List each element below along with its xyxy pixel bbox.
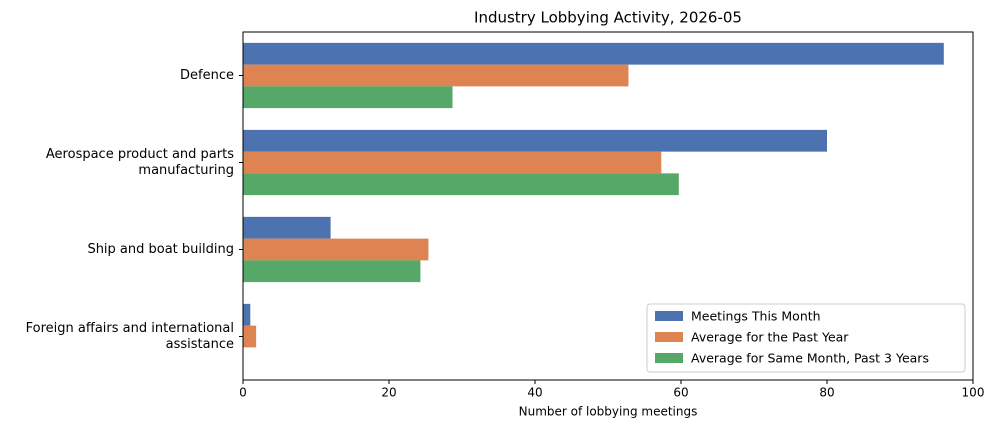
legend-label: Average for Same Month, Past 3 Years [691, 351, 929, 366]
legend-label: Average for the Past Year [691, 330, 849, 345]
legend-label: Meetings This Month [691, 309, 821, 324]
x-tick-label: 0 [239, 386, 247, 400]
x-tick-label: 60 [673, 386, 688, 400]
bar [243, 325, 257, 348]
bar [243, 86, 453, 109]
bar [243, 216, 331, 239]
plot-frame [242, 31, 974, 381]
bar [243, 173, 679, 196]
legend-swatch [655, 311, 683, 321]
x-axis-label: Number of lobbying meetings [519, 405, 698, 419]
x-tick-label: 80 [819, 386, 834, 400]
bar [243, 260, 421, 283]
x-tick-label: 20 [381, 386, 396, 400]
x-tick-label: 40 [527, 386, 542, 400]
bar [243, 64, 629, 87]
legend-box [646, 303, 966, 373]
legend-swatch [655, 332, 683, 342]
y-tick-label: Foreign affairs and international assist… [25, 320, 234, 352]
bar [243, 151, 662, 174]
x-tick-label: 100 [962, 386, 985, 400]
bar [243, 42, 944, 65]
y-tick-label: Ship and boat building [87, 241, 234, 257]
legend-swatch [655, 353, 683, 363]
bar [243, 303, 251, 326]
y-tick-label: Defence [180, 67, 234, 83]
bar [243, 238, 429, 261]
y-tick-label: Aerospace product and parts manufacturin… [45, 146, 234, 178]
chart-title: Industry Lobbying Activity, 2026-05 [474, 9, 742, 27]
bar [243, 129, 827, 152]
